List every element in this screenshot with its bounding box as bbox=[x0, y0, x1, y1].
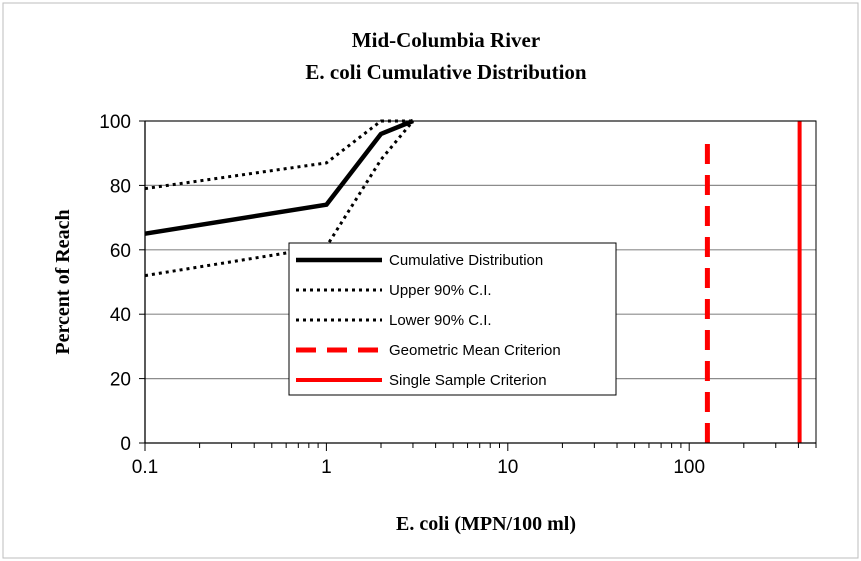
legend-label-cumulative-distribution: Cumulative Distribution bbox=[389, 252, 543, 269]
y-tick-label-40: 40 bbox=[110, 305, 131, 326]
x-tick-label-0.1: 0.1 bbox=[132, 457, 158, 478]
y-tick-label-60: 60 bbox=[110, 241, 131, 262]
axes bbox=[139, 120, 817, 451]
legend-label-upper-90-c-i: Upper 90% C.I. bbox=[389, 282, 492, 299]
y-tick-label-100: 100 bbox=[99, 112, 131, 133]
x-axis-title: E. coli (MPN/100 ml) bbox=[396, 513, 576, 535]
legend-label-lower-90-c-i: Lower 90% C.I. bbox=[389, 312, 492, 329]
series-lower-90-c-i bbox=[144, 120, 415, 278]
legend: Cumulative Distribution Upper 90% C.I. Low… bbox=[288, 242, 617, 396]
tick-labels: 0 20 40 60 80 100 0.1 1 10 100 bbox=[99, 112, 705, 478]
x-tick-label-100: 100 bbox=[673, 457, 705, 478]
x-tick-label-1: 1 bbox=[321, 457, 332, 478]
legend-label-single-sample-criterion: Single Sample Criterion bbox=[389, 372, 547, 389]
y-tick-label-20: 20 bbox=[110, 370, 131, 391]
y-tick-label-80: 80 bbox=[110, 176, 131, 197]
legend-box bbox=[288, 242, 617, 396]
x-tick-label-10: 10 bbox=[497, 457, 518, 478]
series-cumulative-distribution bbox=[144, 118, 414, 236]
chart-title: Mid-Columbia River bbox=[352, 28, 540, 52]
chart-subtitle: E. coli Cumulative Distribution bbox=[305, 60, 587, 84]
y-axis-title: Percent of Reach bbox=[52, 209, 74, 354]
y-tick-label-0: 0 bbox=[120, 434, 131, 455]
legend-label-geometric-mean-criterion: Geometric Mean Criterion bbox=[389, 342, 561, 359]
